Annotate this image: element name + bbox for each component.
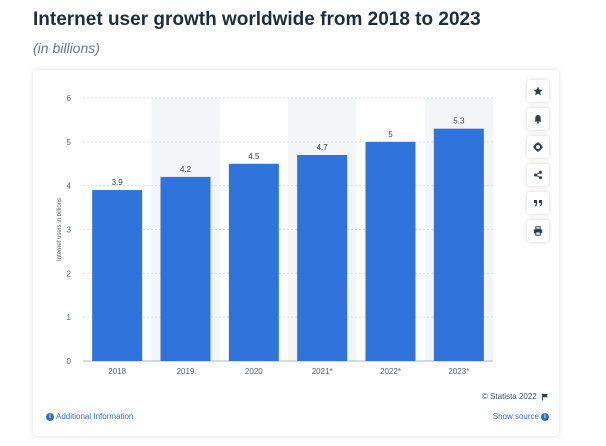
y-tick-label: 0 bbox=[67, 357, 72, 366]
x-tick-label: 2018 bbox=[108, 367, 126, 376]
copyright-text: © Statista 2022 bbox=[481, 392, 537, 401]
show-source-label: Show source bbox=[492, 412, 539, 421]
print-button[interactable] bbox=[527, 220, 549, 242]
data-label: 5.3 bbox=[453, 117, 465, 126]
favorite-button[interactable] bbox=[527, 80, 549, 102]
bar-chart: 0 1 2 3 4 5 6 Internet users in billions 3.9 2018… bbox=[57, 94, 493, 376]
quote-icon bbox=[534, 200, 542, 207]
share-icon bbox=[534, 170, 542, 180]
star-icon bbox=[533, 86, 543, 96]
cite-button[interactable] bbox=[527, 192, 549, 214]
additional-information-link[interactable]: i Additional Information bbox=[46, 412, 133, 421]
notify-button[interactable] bbox=[527, 108, 549, 130]
bar bbox=[297, 154, 348, 361]
bell-icon bbox=[534, 115, 542, 124]
chart-card: 0 1 2 3 4 5 6 Internet users in billions 3.9 2018… bbox=[33, 70, 559, 436]
page-subtitle: (in billions) bbox=[33, 40, 100, 56]
data-label: 5 bbox=[388, 130, 393, 139]
bar bbox=[228, 163, 279, 361]
bar bbox=[365, 141, 416, 361]
data-label: 4.2 bbox=[180, 165, 192, 174]
page-title: Internet user growth worldwide from 2018… bbox=[33, 9, 481, 30]
gear-icon bbox=[533, 142, 543, 152]
y-tick-label: 4 bbox=[67, 182, 72, 191]
show-source-link[interactable]: Show source i bbox=[493, 412, 549, 421]
settings-button[interactable] bbox=[527, 136, 549, 158]
share-button[interactable] bbox=[527, 164, 549, 186]
y-tick-label: 1 bbox=[67, 313, 72, 322]
info-icon: i bbox=[541, 412, 549, 421]
info-icon: i bbox=[46, 412, 54, 421]
y-tick-label: 2 bbox=[67, 269, 72, 278]
y-tick-label: 5 bbox=[67, 138, 72, 147]
data-label: 3.9 bbox=[112, 178, 124, 187]
x-tick-label: 2023* bbox=[448, 367, 469, 376]
additional-information-label: Additional Information bbox=[56, 412, 134, 421]
y-axis-label: Internet users in billions bbox=[57, 198, 63, 261]
bar bbox=[92, 190, 143, 361]
copyright-notice: © Statista 2022 bbox=[482, 392, 549, 401]
x-tick-label: 2022* bbox=[380, 367, 401, 376]
data-label: 4.7 bbox=[317, 143, 329, 152]
y-tick-label: 3 bbox=[67, 226, 72, 235]
y-tick-label: 6 bbox=[67, 94, 72, 103]
chart-toolbar bbox=[527, 80, 551, 248]
x-tick-label: 2021* bbox=[312, 367, 333, 376]
x-tick-label: 2019 bbox=[177, 367, 195, 376]
print-icon bbox=[533, 226, 543, 236]
flag-icon bbox=[542, 393, 548, 401]
bar bbox=[433, 128, 484, 361]
bar bbox=[160, 176, 211, 361]
data-label: 4.5 bbox=[248, 152, 260, 161]
x-tick-label: 2020 bbox=[245, 367, 263, 376]
